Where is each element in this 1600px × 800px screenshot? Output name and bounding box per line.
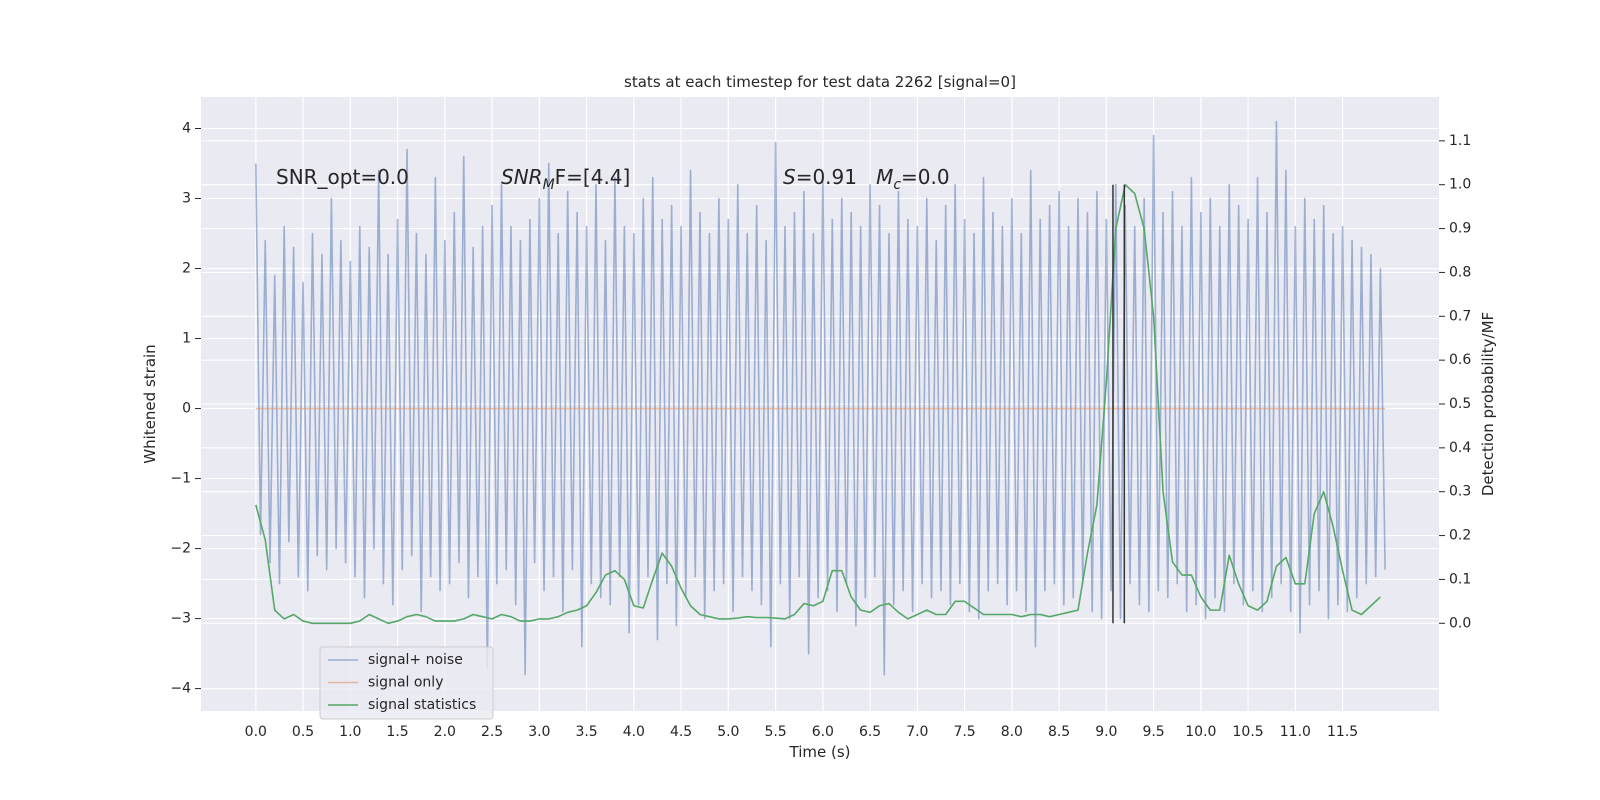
annotation-part: F=[4.4]: [555, 165, 631, 189]
y-tick-label: −1: [170, 471, 191, 487]
annotation-part: SNR: [501, 165, 543, 189]
y2-tick-label: 0.6: [1449, 352, 1471, 368]
legend-label: signal+ noise: [368, 652, 463, 668]
y2-tick-label: 0.8: [1449, 264, 1471, 280]
x-tick-label: 2.5: [481, 724, 503, 740]
y2-axis-label: Detection probability/MF: [1479, 312, 1497, 496]
annotation-part: =0.91: [796, 165, 876, 189]
y2-tick-label: 0.4: [1449, 440, 1471, 456]
y-tick-label: −3: [170, 611, 191, 627]
annotation: SNR_opt=0.0: [276, 165, 409, 189]
y2-tick-label: 1.1: [1449, 133, 1471, 149]
x-tick-label: 10.0: [1185, 724, 1216, 740]
x-tick-label: 6.5: [859, 724, 881, 740]
y2-tick-label: 0.5: [1449, 396, 1471, 412]
x-tick-label: 4.5: [670, 724, 692, 740]
x-tick-label: 3.5: [575, 724, 597, 740]
x-tick-label: 8.0: [1001, 724, 1023, 740]
y-axis-label: Whitened strain: [141, 344, 159, 463]
y2-tick-label: 0.3: [1449, 484, 1471, 500]
y-tick-label: 4: [182, 121, 191, 137]
annotation-part: M: [543, 177, 555, 193]
annotation-part: SNR_opt=0.0: [276, 165, 409, 189]
x-tick-label: 11.5: [1327, 724, 1358, 740]
y-tick-label: 3: [182, 191, 191, 207]
x-tick-label: 6.0: [812, 724, 834, 740]
y2-tick-label: 0.2: [1449, 528, 1471, 544]
x-tick-label: 10.5: [1233, 724, 1264, 740]
x-tick-label: 11.0: [1280, 724, 1311, 740]
y2-tick-label: 0.9: [1449, 221, 1471, 237]
chart-title: stats at each timestep for test data 226…: [624, 73, 1016, 91]
line-series: [255, 183, 1381, 625]
x-tick-label: 2.0: [434, 724, 456, 740]
annotation: S=0.91 Mc=0.0: [783, 165, 950, 193]
x-tick-label: 9.0: [1095, 724, 1117, 740]
x-axis-label: Time (s): [789, 743, 851, 761]
legend-box: [319, 646, 494, 720]
annotation: SNRMF=[4.4]: [501, 165, 630, 193]
y-tick-label: 1: [182, 331, 191, 347]
legend-label: signal only: [368, 675, 443, 691]
x-tick-label: 8.5: [1048, 724, 1070, 740]
x-tick-label: 0.5: [292, 724, 314, 740]
y-tick-label: −4: [170, 681, 191, 697]
x-tick-label: 3.0: [528, 724, 550, 740]
line-series: [255, 120, 1386, 676]
y-tick-label: −2: [170, 541, 191, 557]
annotation-part: =0.0: [901, 165, 950, 189]
x-tick-label: 5.5: [764, 724, 786, 740]
x-tick-label: 1.5: [386, 724, 408, 740]
y2-tick-label: 0.1: [1449, 571, 1471, 587]
y2-tick-label: 0.0: [1449, 615, 1471, 631]
x-tick-label: 9.5: [1142, 724, 1164, 740]
annotation-part: c: [893, 177, 901, 193]
legend-label: signal statistics: [368, 697, 476, 713]
x-tick-label: 7.5: [953, 724, 975, 740]
y2-tick-label: 0.7: [1449, 308, 1471, 324]
x-tick-label: 0.0: [245, 724, 267, 740]
x-tick-label: 5.0: [717, 724, 739, 740]
y-tick-label: 2: [182, 261, 191, 277]
annotation-part: S: [783, 165, 796, 189]
y-tick-label: 0: [182, 401, 191, 417]
x-tick-label: 1.0: [339, 724, 361, 740]
y2-tick-label: 1.0: [1449, 177, 1471, 193]
annotation-part: M: [876, 165, 893, 189]
x-tick-label: 4.0: [623, 724, 645, 740]
x-tick-label: 7.0: [906, 724, 928, 740]
